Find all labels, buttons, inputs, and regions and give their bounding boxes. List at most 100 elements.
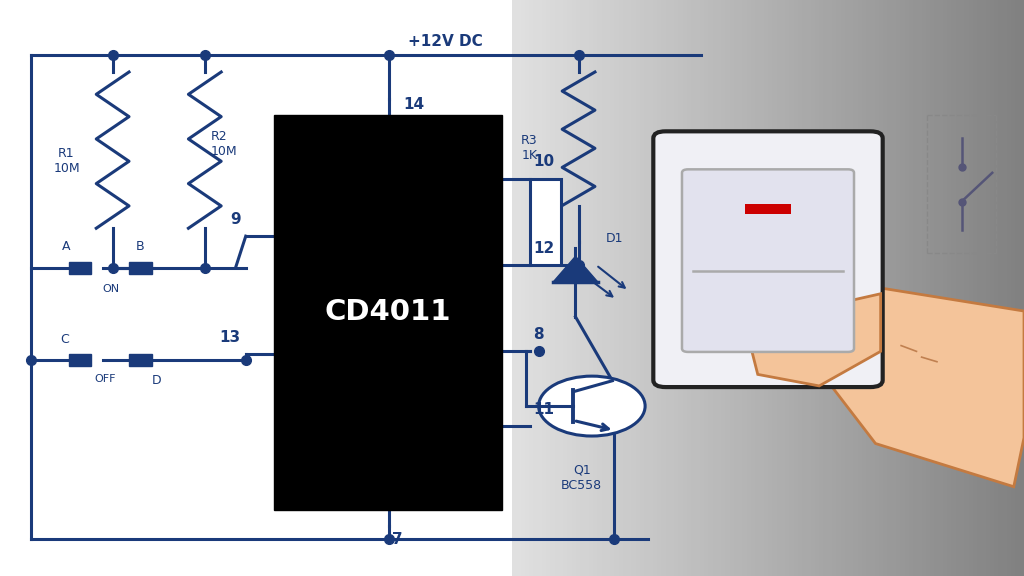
Polygon shape [748, 294, 881, 386]
Bar [69, 354, 91, 366]
Bar [614, 0, 620, 576]
Bar [930, 0, 936, 576]
Bar [546, 0, 551, 576]
Bar [1020, 0, 1024, 576]
Text: 11: 11 [534, 402, 555, 417]
Text: R3
1K: R3 1K [521, 134, 538, 162]
Bar [627, 0, 633, 576]
Bar [764, 0, 769, 576]
Bar [760, 0, 765, 576]
Bar [530, 179, 561, 265]
Bar [717, 0, 722, 576]
Bar [597, 0, 602, 576]
Bar [662, 0, 667, 576]
Text: A: A [62, 240, 71, 253]
Bar [892, 0, 897, 576]
Bar [756, 0, 761, 576]
Bar [648, 0, 653, 576]
Bar [815, 0, 820, 576]
Bar [934, 0, 940, 576]
Bar [794, 0, 799, 576]
Bar [990, 0, 995, 576]
Bar [529, 0, 535, 576]
Bar [985, 0, 991, 576]
Bar [965, 0, 970, 576]
Bar [973, 0, 978, 576]
Bar [819, 0, 824, 576]
Text: C: C [60, 332, 69, 346]
Polygon shape [778, 288, 1024, 487]
Text: 12: 12 [534, 241, 555, 256]
Bar [520, 0, 526, 576]
Bar [524, 0, 530, 576]
Bar [666, 0, 671, 576]
Bar [713, 0, 718, 576]
Bar [678, 0, 684, 576]
Bar [623, 0, 629, 576]
Bar [563, 0, 568, 576]
Bar [534, 0, 539, 576]
Bar [798, 0, 803, 576]
Bar [827, 0, 834, 576]
Bar [837, 0, 842, 576]
Bar [845, 0, 850, 576]
Bar [981, 0, 986, 576]
Bar [913, 0, 919, 576]
Bar [734, 0, 739, 576]
Bar [632, 0, 637, 576]
Bar [918, 0, 923, 576]
Bar [969, 0, 974, 576]
Text: CD4011: CD4011 [325, 298, 452, 327]
Bar [900, 0, 905, 576]
Bar [802, 0, 807, 576]
Text: 9: 9 [230, 212, 241, 227]
Bar [841, 0, 846, 576]
Polygon shape [553, 256, 598, 282]
Text: +12V DC: +12V DC [408, 34, 482, 49]
Bar [904, 0, 909, 576]
Bar [768, 0, 773, 576]
Bar [555, 0, 560, 576]
Bar [745, 204, 791, 214]
Bar [551, 0, 556, 576]
Text: 7: 7 [392, 532, 402, 547]
Bar [883, 0, 889, 576]
Bar [705, 0, 710, 576]
Bar [274, 115, 502, 510]
Bar [699, 0, 705, 576]
Bar [581, 0, 586, 576]
Bar [998, 0, 1004, 576]
Bar [636, 0, 641, 576]
Bar [725, 0, 731, 576]
Text: Q1
BC558: Q1 BC558 [561, 464, 602, 492]
Bar [879, 0, 885, 576]
Text: R1
10M: R1 10M [53, 147, 80, 175]
Bar [742, 0, 748, 576]
Text: B: B [136, 240, 144, 253]
Bar [542, 0, 547, 576]
Bar [738, 0, 743, 576]
Bar [922, 0, 927, 576]
FancyBboxPatch shape [682, 169, 854, 352]
Bar [926, 0, 931, 576]
Bar [69, 262, 91, 274]
Bar [807, 0, 812, 576]
Bar [831, 0, 838, 576]
Bar [947, 0, 952, 576]
Bar [683, 0, 688, 576]
Bar [939, 0, 944, 576]
Bar [955, 0, 961, 576]
Bar [858, 0, 863, 576]
Bar [709, 0, 714, 576]
Bar [961, 0, 966, 576]
Bar [862, 0, 867, 576]
Bar [811, 0, 816, 576]
Bar [1012, 0, 1017, 576]
Bar [951, 0, 956, 576]
Bar [751, 0, 756, 576]
Bar [1016, 0, 1021, 576]
FancyBboxPatch shape [653, 131, 883, 387]
Text: 10: 10 [534, 154, 555, 169]
Bar [538, 0, 543, 576]
Text: D: D [152, 374, 161, 388]
